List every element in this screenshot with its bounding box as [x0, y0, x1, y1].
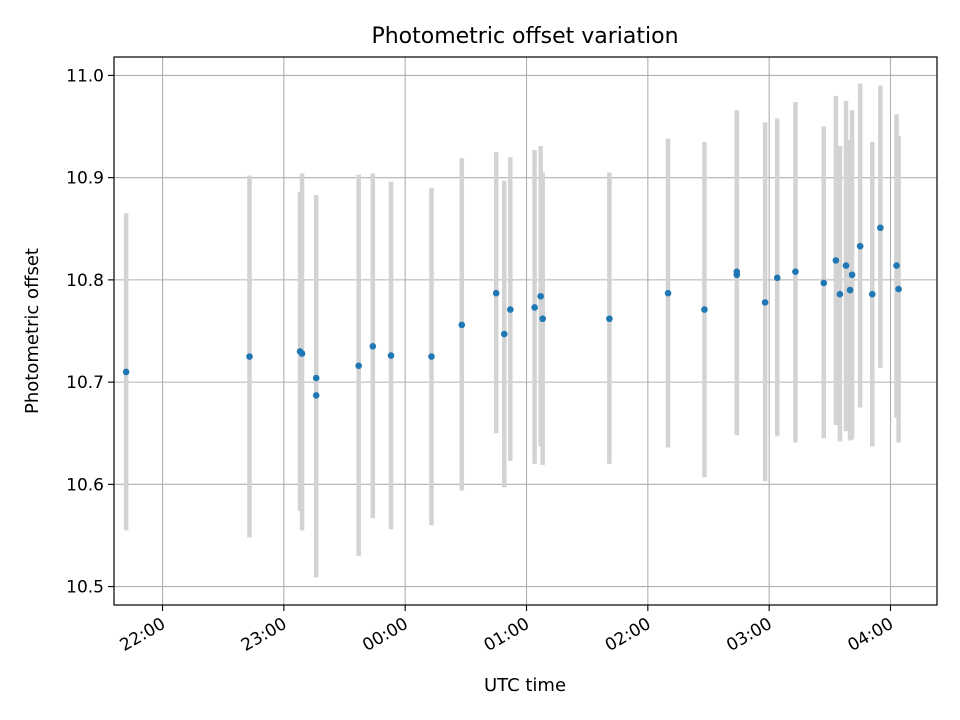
data-point — [856, 242, 864, 250]
data-point — [877, 224, 884, 232]
y-axis-label: Photometric offset — [22, 248, 43, 414]
data-point — [664, 289, 672, 297]
data-point — [369, 343, 377, 350]
data-point — [832, 257, 840, 264]
data-point — [531, 304, 538, 311]
data-point — [387, 352, 395, 359]
data-point — [868, 290, 876, 298]
data-point — [820, 279, 828, 287]
y-tick-label: 10.8 — [66, 271, 104, 291]
y-tick-label: 10.9 — [66, 169, 104, 189]
data-point — [761, 299, 769, 306]
y-tick-label: 10.6 — [66, 475, 104, 495]
data-point — [792, 268, 799, 276]
plot-frame — [113, 56, 938, 606]
data-point — [836, 290, 844, 298]
data-point — [500, 330, 508, 338]
data-point — [733, 268, 741, 276]
y-tick-label: 10.5 — [66, 578, 104, 598]
chart-title: Photometric offset variation — [371, 24, 678, 49]
data-point — [606, 315, 613, 323]
data-point — [537, 292, 544, 300]
data-point — [842, 262, 850, 269]
data-point — [492, 289, 500, 297]
y-axis-ticks: 10.5 10.6 10.7 10.8 10.9 11.0 — [66, 66, 114, 598]
data-point — [312, 392, 320, 399]
data-point — [355, 362, 362, 370]
data-point — [428, 353, 435, 360]
y-tick-label: 10.7 — [66, 373, 104, 393]
data-point — [893, 262, 900, 269]
data-point — [773, 274, 781, 282]
data-point — [895, 285, 902, 293]
data-point — [848, 271, 856, 279]
data-point — [846, 286, 854, 294]
data-point — [312, 374, 320, 382]
data-point — [246, 353, 253, 360]
data-point — [507, 306, 514, 313]
data-point — [458, 321, 466, 329]
data-point — [298, 350, 306, 357]
data-point — [539, 315, 546, 323]
x-axis-label: UTC time — [484, 675, 566, 696]
data-point — [122, 368, 130, 376]
y-tick-label: 11.0 — [66, 66, 104, 86]
data-points — [122, 224, 902, 399]
data-point — [701, 306, 708, 313]
